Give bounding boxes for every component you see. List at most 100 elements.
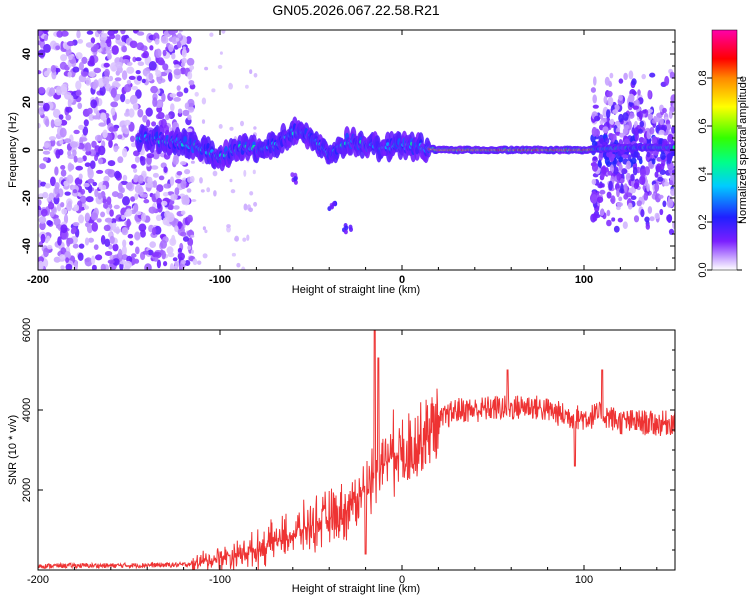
spectrogram-cell xyxy=(115,61,123,69)
spectrogram-cell xyxy=(86,30,94,35)
spectrogram-cell xyxy=(137,175,144,184)
spectrogram-cell xyxy=(42,150,51,155)
spectrogram-cell xyxy=(73,155,78,163)
spectrogram-cell xyxy=(125,98,131,105)
spectrogram-cell xyxy=(597,159,602,169)
spectrogram-cell xyxy=(155,214,162,221)
x-tick-label: 100 xyxy=(575,274,593,286)
spectrogram-cell xyxy=(597,183,604,189)
spectrogram-cell xyxy=(59,254,66,260)
x-tick-label: -200 xyxy=(27,574,49,586)
spectrogram-cell xyxy=(249,69,253,74)
spectrogram-cell xyxy=(74,260,78,270)
spectrogram-cell xyxy=(173,59,179,65)
spectrogram-cell xyxy=(122,174,128,182)
x-tick-label: -100 xyxy=(209,574,231,586)
spectrogram-cell xyxy=(632,105,640,110)
spectrogram-cell xyxy=(184,102,190,110)
spectrogram-cell xyxy=(66,202,73,212)
spectrogram-cell xyxy=(611,217,616,222)
spectrogram-cell xyxy=(659,208,664,216)
spectrogram-cell xyxy=(230,189,236,194)
spectrogram-cell xyxy=(620,183,624,193)
spectrogram-cell xyxy=(618,196,623,202)
spectrogram-cell xyxy=(152,180,158,188)
spectrogram-cell xyxy=(654,182,660,192)
spectrogram-cell xyxy=(176,91,184,97)
y-tick-label: -40 xyxy=(21,238,33,254)
spectrogram-cell xyxy=(660,152,666,161)
spectrogram-cell xyxy=(651,136,657,145)
spectrogram-cell xyxy=(138,186,144,196)
spectrogram-cell xyxy=(613,158,618,164)
spectrogram-cell xyxy=(90,212,98,221)
colorbar-tick-label: 0.8 xyxy=(697,70,709,85)
spectrogram-cell xyxy=(174,225,179,233)
spectrogram-cell xyxy=(81,71,89,77)
spectrogram-cell xyxy=(631,78,637,86)
spectrogram-cell xyxy=(166,212,175,223)
spectrogram-cell xyxy=(59,127,67,138)
spectrogram-cell xyxy=(604,137,610,145)
spectrogram-cell xyxy=(667,133,674,143)
spectrogram-cell xyxy=(173,265,178,270)
x-tick-label: 100 xyxy=(575,574,593,586)
spectrogram-cell xyxy=(668,228,675,235)
spectrogram-cell xyxy=(332,201,336,207)
spectrogram-cell xyxy=(85,196,94,203)
colorbar-tick-label: 0.0 xyxy=(697,262,709,277)
spectrogram-cell xyxy=(619,132,625,138)
spectrogram-cell xyxy=(48,136,57,141)
spectrogram-cell xyxy=(606,90,613,98)
spectrogram-cell xyxy=(97,30,102,34)
spectrogram-cell xyxy=(98,158,103,165)
spectrogram-cell xyxy=(67,98,72,108)
spectrogram-cell xyxy=(43,142,50,149)
spectrogram-cell xyxy=(666,154,672,164)
spectrogram-cell xyxy=(187,106,195,113)
spectrogram-cell xyxy=(107,259,115,264)
spectrogram-cell xyxy=(228,82,232,87)
spectrogram-cell xyxy=(187,98,195,108)
spectrogram-cell xyxy=(75,165,83,171)
spectrogram-cell xyxy=(63,214,69,224)
spectrogram-cell xyxy=(184,194,189,201)
spectrogram-cell xyxy=(167,204,174,210)
spectrogram-cell xyxy=(60,224,68,234)
spectrogram-cell xyxy=(83,205,90,210)
spectrogram-cell xyxy=(59,139,64,145)
spectrogram-cell xyxy=(591,126,597,137)
spectrogram-cell xyxy=(664,75,670,86)
spectrogram-cell xyxy=(142,50,149,59)
spectrogram-cell xyxy=(592,104,599,109)
spectrogram-cell xyxy=(633,215,640,223)
spectrogram-cell xyxy=(56,203,62,212)
spectrogram-cell xyxy=(592,94,597,104)
spectrogram-cell xyxy=(80,188,86,195)
spectrogram-cell xyxy=(616,188,620,198)
spectrogram-cell xyxy=(669,71,675,79)
spectrogram-cell xyxy=(77,102,83,110)
spectrogram-cell xyxy=(349,227,353,232)
spectrogram-cell xyxy=(217,64,223,69)
spectrogram-cell xyxy=(176,85,181,91)
spectrogram-cell xyxy=(606,191,612,199)
spectrogram-cell xyxy=(77,39,84,44)
spectrogram-cell xyxy=(649,127,655,135)
spectrogram-cell xyxy=(65,257,70,263)
spectrogram-cell xyxy=(606,151,613,158)
spectrogram-cell xyxy=(637,128,643,134)
spectrogram-cell xyxy=(42,191,49,199)
spectrogram-cell xyxy=(183,87,189,94)
spectrogram-cell xyxy=(609,118,615,125)
spectrogram-cell xyxy=(639,168,647,178)
spectrogram-cell xyxy=(50,119,55,129)
spectrogram-cell xyxy=(634,149,639,158)
spectrogram-cell xyxy=(126,79,132,85)
spectrogram-cell xyxy=(603,95,608,104)
spectrogram-cell xyxy=(131,86,138,91)
spectrogram-cell xyxy=(184,169,191,175)
spectrogram-cell xyxy=(115,93,122,100)
spectrogram-cell xyxy=(135,57,142,62)
